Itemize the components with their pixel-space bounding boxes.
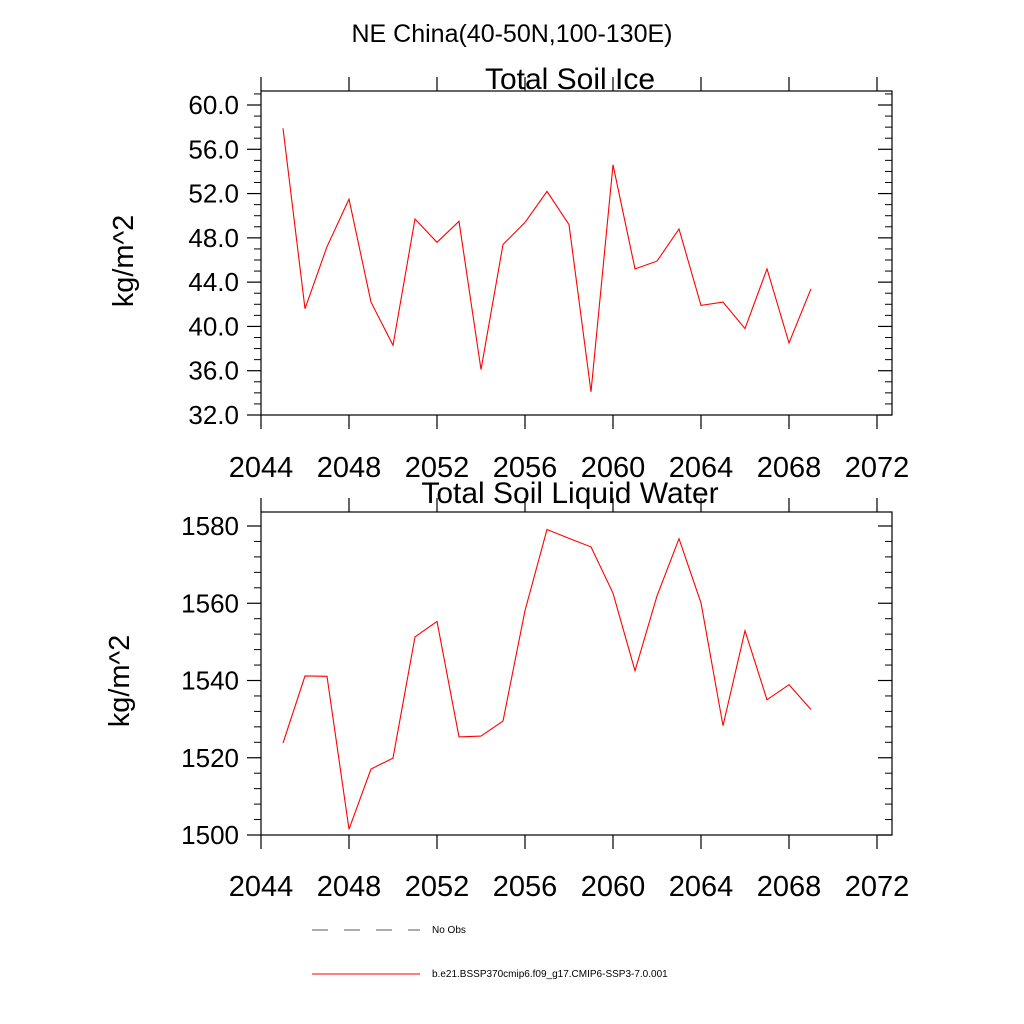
x-tick-label: 2060 xyxy=(581,452,646,484)
y-tick-label: 48.0 xyxy=(188,223,239,253)
x-tick-label: 2052 xyxy=(405,452,470,484)
y-tick-label: 40.0 xyxy=(188,311,239,341)
y-tick-label: 56.0 xyxy=(188,134,239,164)
legend-label-no-obs: No Obs xyxy=(432,925,466,936)
x-tick-label: 2052 xyxy=(405,871,470,903)
x-tick-label: 2060 xyxy=(581,871,646,903)
y-tick-label: 52.0 xyxy=(188,179,239,209)
y-tick-label: 36.0 xyxy=(188,356,239,386)
x-tick-label: 2064 xyxy=(669,871,734,903)
y-tick-label: 44.0 xyxy=(188,267,239,297)
plot-frame xyxy=(260,511,893,836)
figure-title: NE China(40-50N,100-130E) xyxy=(351,20,672,48)
legend-label-model-run: b.e21.BSSP370cmip6.f09_g17.CMIP6-SSP3-7.… xyxy=(432,969,668,980)
chart-panel-total-soil-liquid-water: Total Soil Liquid Water kg/m^2 2044 2048 2… xyxy=(104,477,909,903)
chart-title: Total Soil Liquid Water xyxy=(421,477,718,510)
x-tick-label: 2068 xyxy=(757,871,822,903)
y-tick-label: 1500 xyxy=(181,820,239,850)
series-line xyxy=(282,528,812,830)
x-tick-label: 2048 xyxy=(317,452,382,484)
x-tick-label: 2048 xyxy=(317,871,382,903)
y-axis-label: kg/m^2 xyxy=(104,635,136,728)
series-line xyxy=(282,128,812,392)
x-tick-label: 2072 xyxy=(845,452,910,484)
y-tick-label: 1560 xyxy=(181,588,239,618)
x-tick-label: 2064 xyxy=(669,452,734,484)
legend: No Obs b.e21.BSSP370cmip6.f09_g17.CMIP6-… xyxy=(312,925,668,980)
y-tick-label: 32.0 xyxy=(188,400,239,430)
x-tick-label: 2044 xyxy=(229,452,294,484)
x-tick-label: 2056 xyxy=(493,452,558,484)
x-tick-label: 2068 xyxy=(757,452,822,484)
y-tick-label: 1580 xyxy=(181,511,239,541)
y-tick-label: 60.0 xyxy=(188,90,239,120)
y-axis-label: kg/m^2 xyxy=(108,215,140,308)
x-tick-label: 2072 xyxy=(845,871,910,903)
y-tick-label: 1520 xyxy=(181,743,239,773)
x-tick-label: 2056 xyxy=(493,871,558,903)
plot-frame xyxy=(260,90,893,416)
y-tick-label: 1540 xyxy=(181,666,239,696)
chart-panel-total-soil-ice: Total Soil Ice kg/m^2 2044 2048 2052 2056 20… xyxy=(108,63,909,484)
x-tick-label: 2044 xyxy=(229,871,294,903)
